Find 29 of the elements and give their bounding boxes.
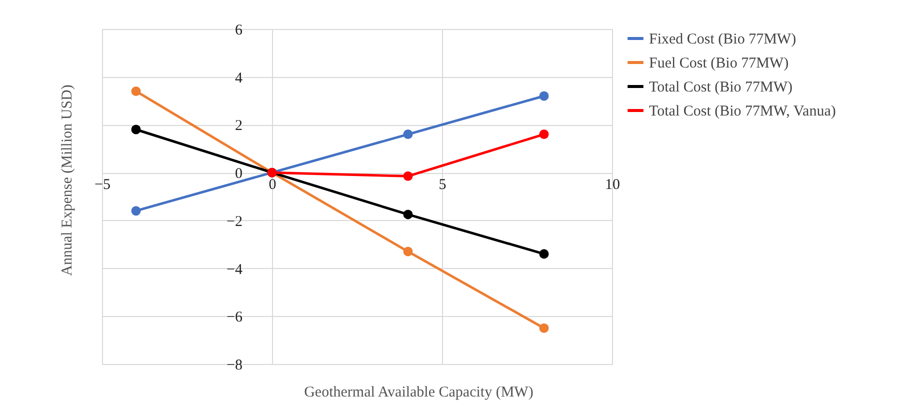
legend-label: Total Cost (Bio 77MW) xyxy=(649,80,793,96)
point xyxy=(131,206,141,216)
y-tick-label: −4 xyxy=(226,262,243,278)
point xyxy=(539,249,549,259)
y-tick-label: −6 xyxy=(226,310,243,326)
y-tick-label: 4 xyxy=(235,70,243,86)
point xyxy=(539,323,549,333)
x-tick-label: 0 xyxy=(268,177,276,194)
x-tick-label: 5 xyxy=(438,177,446,194)
y-tick-label: −2 xyxy=(226,214,242,230)
y-tick-label: −8 xyxy=(226,358,242,374)
y-tick-label: 0 xyxy=(235,166,242,182)
x-axis-title: Geothermal Available Capacity (MW) xyxy=(304,384,534,400)
point xyxy=(131,86,141,96)
point xyxy=(403,130,413,140)
point xyxy=(539,91,549,101)
point xyxy=(131,124,141,134)
point xyxy=(403,210,413,220)
y-tick-label: 6 xyxy=(235,22,243,38)
legend-label: Total Cost (Bio 77MW, Vanua) xyxy=(649,104,836,120)
y-axis-title: Annual Expense (Million USD) xyxy=(60,84,76,276)
x-tick-label: 10 xyxy=(605,177,620,194)
point xyxy=(539,130,549,140)
x-tick-label: −5 xyxy=(94,177,110,194)
legend-label: Fuel Cost (Bio 77MW) xyxy=(649,56,789,72)
point xyxy=(403,246,413,256)
legend-label: Fixed Cost (Bio 77MW) xyxy=(649,32,796,48)
point xyxy=(403,171,413,181)
y-tick-label: 2 xyxy=(235,118,242,134)
